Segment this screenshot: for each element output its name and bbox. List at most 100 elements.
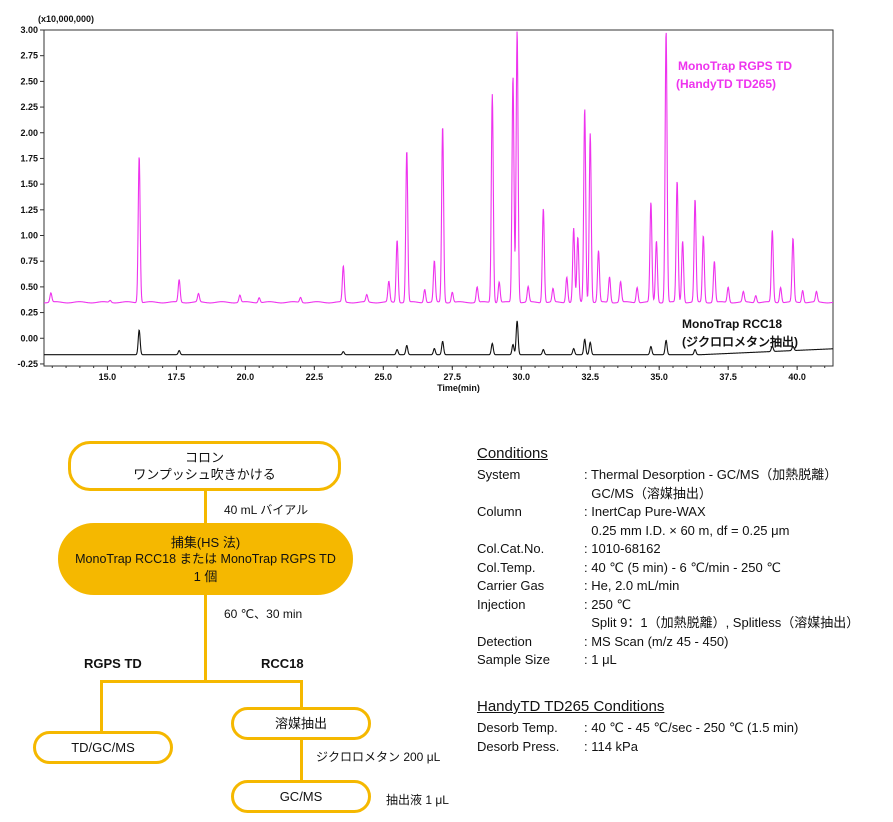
condition-value-line: : InertCap Pure-WAX bbox=[584, 504, 706, 519]
condition-key: Detection bbox=[477, 633, 532, 649]
condition-key: Col.Temp. bbox=[477, 559, 536, 575]
condition-row: Col.Cat.No. : 1010-68162 bbox=[477, 540, 859, 559]
conditions-title: Conditions bbox=[477, 445, 548, 462]
flow-branch-right-label: RCC18 bbox=[261, 656, 304, 671]
x-tick-label: 27.5 bbox=[444, 372, 462, 382]
flow-box-sample-line2: ワンプッシュ吹きかける bbox=[133, 467, 276, 482]
series-label-rcc18: MonoTrap RCC18 bbox=[682, 317, 782, 331]
conditions-rows: System: Thermal Desorption - GC/MS（加熱脱離）… bbox=[477, 466, 859, 670]
series-label-rcc18-sub: (ジクロロメタン抽出) bbox=[682, 334, 798, 349]
handytd-condition-value-line: : 40 ℃ - 45 ℃/sec - 250 ℃ (1.5 min) bbox=[584, 720, 799, 735]
condition-value-line: : 250 ℃ bbox=[584, 596, 632, 612]
flow-box-gcms-label: GC/MS bbox=[279, 789, 323, 804]
x-tick-label: 32.5 bbox=[581, 372, 599, 382]
x-tick-label: 40.0 bbox=[788, 372, 806, 382]
chromatogram-svg: -0.25 0.00 0.25 0.50 0.75 1.00 1.25 1.50 1.75 2.0… bbox=[17, 14, 834, 393]
condition-value-line: : 1 μL bbox=[584, 652, 617, 667]
condition-row: Sample Size : 1 μL bbox=[477, 651, 859, 670]
condition-row: Injection: 250 ℃ Split 9：1（加熱脱離）, Splitl… bbox=[477, 596, 859, 633]
flow-note-temp: 60 ℃、30 min bbox=[224, 607, 303, 621]
handytd-conditions-title: HandyTD TD265 Conditions bbox=[477, 698, 665, 715]
condition-value: : 40 ℃ (5 min) - 6 ℃/min - 250 ℃ bbox=[584, 559, 781, 578]
x-tick-label: 20.0 bbox=[237, 372, 255, 382]
handytd-condition-value-line: : 114 kPa bbox=[584, 738, 638, 754]
flow-box-capture-line3: 1 個 bbox=[193, 568, 218, 584]
flow-box-capture-line1: 捕集(HS 法) bbox=[170, 534, 241, 550]
flow-connector bbox=[204, 595, 207, 682]
y-tick-label: 0.75 bbox=[20, 256, 38, 266]
flow-note-solvent: ジクロロメタン 200 μL bbox=[316, 750, 441, 764]
handytd-condition-key: Desorb Press. bbox=[477, 738, 560, 754]
condition-value-line: GC/MS（溶媒抽出） bbox=[584, 485, 712, 501]
handytd-conditions-rows: Desorb Temp. : 40 ℃ - 45 ℃/sec - 250 ℃ (1… bbox=[477, 719, 798, 756]
condition-value-line: Split 9：1（加熱脱離）, Splitless（溶媒抽出） bbox=[584, 615, 860, 630]
flow-box-solvent: 溶媒抽出 bbox=[231, 707, 371, 740]
condition-value-line: : 40 ℃ (5 min) - 6 ℃/min - 250 ℃ bbox=[584, 559, 781, 575]
flow-note-extract: 抽出液 1 μL bbox=[386, 793, 449, 807]
y-tick-label: 3.00 bbox=[20, 25, 38, 35]
condition-value: : He, 2.0 mL/min bbox=[584, 577, 679, 596]
y-tick-label: 2.25 bbox=[20, 102, 38, 112]
flow-connector bbox=[204, 491, 207, 523]
handytd-condition-key: Desorb Temp. bbox=[477, 720, 558, 735]
flow-box-tdgcms-label: TD/GC/MS bbox=[71, 740, 135, 755]
flow-box-solvent-label: 溶媒抽出 bbox=[274, 716, 327, 731]
y-tick-label: 1.50 bbox=[20, 179, 38, 189]
flow-note-vial: 40 mL バイアル bbox=[224, 503, 309, 517]
flow-branch-left-label: RGPS TD bbox=[84, 656, 142, 671]
handytd-condition-value: : 114 kPa bbox=[584, 738, 638, 757]
condition-row: Carrier Gas : He, 2.0 mL/min bbox=[477, 577, 859, 596]
condition-key: Sample Size bbox=[477, 652, 550, 667]
handytd-conditions-block: HandyTD TD265 Conditions Desorb Temp. : 4… bbox=[477, 698, 798, 756]
condition-value-line: 0.25 mm I.D. × 60 m, df = 0.25 μm bbox=[584, 522, 790, 538]
series-line-rgps-td bbox=[44, 31, 834, 304]
flow-box-sample: コロン ワンプッシュ吹きかける bbox=[68, 441, 341, 491]
condition-row: Column : InertCap Pure-WAX 0.25 mm I.D. ×… bbox=[477, 503, 859, 540]
flow-connector bbox=[100, 680, 303, 683]
flow-box-tdgcms: TD/GC/MS bbox=[33, 731, 173, 764]
condition-value: : MS Scan (m/z 45 - 450) bbox=[584, 633, 729, 652]
handytd-condition-row: Desorb Press. : 114 kPa bbox=[477, 738, 798, 757]
flow-connector bbox=[300, 740, 303, 782]
condition-value: : 1010-68162 bbox=[584, 540, 661, 559]
flow-box-capture-line2: MonoTrap RCC18 または MonoTrap RGPS TD bbox=[75, 551, 336, 566]
condition-value: : 1 μL bbox=[584, 651, 617, 670]
condition-row: Detection : MS Scan (m/z 45 - 450) bbox=[477, 633, 859, 652]
y-tick-label: 0.00 bbox=[20, 333, 38, 343]
y-tick-label: 2.75 bbox=[20, 51, 38, 61]
y-tick-label: -0.25 bbox=[17, 359, 38, 369]
x-tick-label: 22.5 bbox=[306, 372, 324, 382]
y-tick-label: 0.25 bbox=[20, 308, 38, 318]
y-tick-label: 1.00 bbox=[20, 231, 38, 241]
y-multiplier-label: (x10,000,000) bbox=[38, 14, 94, 24]
chromatogram: -0.25 0.00 0.25 0.50 0.75 1.00 1.25 1.50 1.75 2.0… bbox=[0, 0, 893, 400]
handytd-condition-value: : 40 ℃ - 45 ℃/sec - 250 ℃ (1.5 min) bbox=[584, 719, 798, 738]
x-tick-label: 17.5 bbox=[168, 372, 186, 382]
handytd-condition-row: Desorb Temp. : 40 ℃ - 45 ℃/sec - 250 ℃ (1… bbox=[477, 719, 798, 738]
conditions-block: Conditions System: Thermal Desorption - … bbox=[477, 445, 859, 670]
condition-value-line: : He, 2.0 mL/min bbox=[584, 578, 680, 593]
series-line-rcc18 bbox=[44, 320, 834, 356]
flow-box-capture: 捕集(HS 法) MonoTrap RCC18 または MonoTrap RGP… bbox=[58, 523, 353, 595]
flow-box-gcms: GC/MS bbox=[231, 780, 371, 813]
y-tick-label: 2.00 bbox=[20, 128, 38, 138]
flow-box-sample-line1: コロン bbox=[184, 450, 224, 465]
x-tick-label: 30.0 bbox=[512, 372, 530, 382]
flow-connector bbox=[100, 680, 103, 733]
condition-key: Col.Cat.No. bbox=[477, 541, 545, 556]
flow-connector bbox=[300, 680, 303, 709]
x-tick-label: 25.0 bbox=[375, 372, 393, 382]
series-label-rgps-td-sub: (HandyTD TD265) bbox=[676, 77, 776, 91]
condition-value-line: : MS Scan (m/z 45 - 450) bbox=[584, 633, 729, 649]
condition-value-line: : 1010-68162 bbox=[584, 541, 661, 556]
y-tick-label: 2.50 bbox=[20, 76, 38, 86]
series-label-rgps-td: MonoTrap RGPS TD bbox=[678, 59, 792, 73]
condition-row: System: Thermal Desorption - GC/MS（加熱脱離）… bbox=[477, 466, 859, 503]
condition-key: Carrier Gas bbox=[477, 578, 545, 593]
x-tick-label: 15.0 bbox=[99, 372, 117, 382]
x-tick-label: 37.5 bbox=[719, 372, 737, 382]
condition-value: : InertCap Pure-WAX 0.25 mm I.D. × 60 m,… bbox=[584, 503, 789, 540]
condition-value: : 250 ℃ Split 9：1（加熱脱離）, Splitless（溶媒抽出） bbox=[584, 596, 859, 633]
condition-key: Column bbox=[477, 504, 522, 519]
condition-value: : Thermal Desorption - GC/MS（加熱脱離） GC/MS… bbox=[584, 466, 837, 503]
